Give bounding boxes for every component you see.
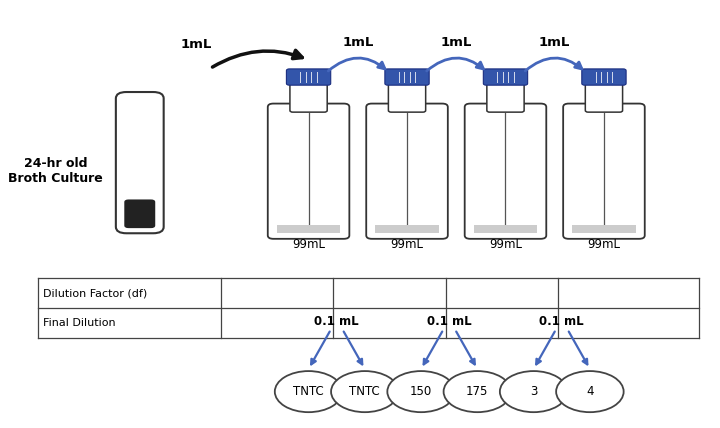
Bar bbox=[474, 225, 537, 233]
FancyBboxPatch shape bbox=[464, 104, 546, 239]
Text: 1mL: 1mL bbox=[539, 36, 570, 49]
Text: 99mL: 99mL bbox=[588, 238, 621, 250]
Text: 99mL: 99mL bbox=[292, 238, 325, 250]
FancyBboxPatch shape bbox=[582, 69, 626, 85]
Circle shape bbox=[331, 371, 399, 412]
Text: 3: 3 bbox=[530, 385, 537, 398]
Text: 150: 150 bbox=[410, 385, 432, 398]
Text: 0.1 mL: 0.1 mL bbox=[539, 315, 584, 328]
Text: 99mL: 99mL bbox=[489, 238, 522, 250]
Circle shape bbox=[275, 371, 342, 412]
FancyBboxPatch shape bbox=[483, 69, 528, 85]
Bar bbox=[572, 225, 636, 233]
FancyBboxPatch shape bbox=[388, 80, 426, 112]
FancyBboxPatch shape bbox=[563, 104, 644, 239]
Text: 1mL: 1mL bbox=[180, 39, 212, 51]
Text: 0.1 mL: 0.1 mL bbox=[427, 315, 472, 328]
Circle shape bbox=[500, 371, 567, 412]
Circle shape bbox=[387, 371, 455, 412]
Circle shape bbox=[556, 371, 624, 412]
FancyBboxPatch shape bbox=[487, 80, 524, 112]
Text: 24-hr old
Broth Culture: 24-hr old Broth Culture bbox=[8, 157, 103, 185]
Text: 1mL: 1mL bbox=[342, 36, 374, 49]
Text: 175: 175 bbox=[466, 385, 489, 398]
Text: Dilution Factor (df): Dilution Factor (df) bbox=[43, 288, 148, 298]
FancyBboxPatch shape bbox=[585, 80, 623, 112]
Text: TNTC: TNTC bbox=[293, 385, 324, 398]
Text: 1mL: 1mL bbox=[441, 36, 472, 49]
FancyBboxPatch shape bbox=[290, 80, 327, 112]
Bar bbox=[277, 225, 341, 233]
Text: 99mL: 99mL bbox=[390, 238, 423, 250]
FancyBboxPatch shape bbox=[125, 199, 156, 228]
Circle shape bbox=[444, 371, 511, 412]
Bar bbox=[375, 225, 438, 233]
FancyBboxPatch shape bbox=[385, 69, 429, 85]
FancyBboxPatch shape bbox=[116, 92, 163, 233]
FancyBboxPatch shape bbox=[268, 104, 349, 239]
Text: TNTC: TNTC bbox=[349, 385, 380, 398]
FancyBboxPatch shape bbox=[366, 104, 448, 239]
FancyBboxPatch shape bbox=[287, 69, 330, 85]
Text: Final Dilution: Final Dilution bbox=[43, 318, 116, 328]
Text: 4: 4 bbox=[586, 385, 593, 398]
Text: 0.1 mL: 0.1 mL bbox=[315, 315, 359, 328]
